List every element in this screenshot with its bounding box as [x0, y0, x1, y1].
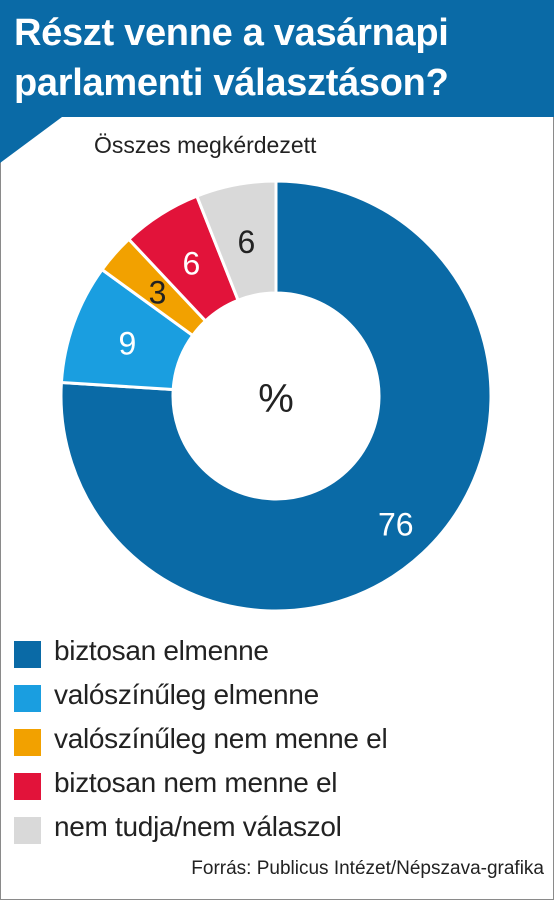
legend: biztosan elmenne valószínűleg elmenne való… [14, 632, 554, 852]
legend-swatch [14, 685, 41, 712]
chart-title-line-2: parlamenti választáson? [14, 62, 449, 104]
donut-value-label-1: 76 [378, 507, 414, 543]
chart-subtitle: Összes megkérdezett [94, 132, 317, 158]
legend-swatch [14, 729, 41, 756]
legend-label: biztosan elmenne [54, 635, 269, 666]
chart-title: Részt venne a vasárnapi parlamenti válas… [14, 8, 544, 108]
donut-value-label-5: 6 [237, 224, 255, 260]
donut-center-label: % [258, 377, 294, 421]
legend-item-3: valószínűleg nem menne el [14, 720, 554, 764]
title-banner [0, 0, 554, 117]
legend-label: valószínűleg nem menne el [54, 723, 388, 754]
legend-item-1: biztosan elmenne [14, 632, 554, 676]
donut-value-label-2: 9 [118, 325, 136, 361]
donut-value-label-3: 3 [149, 275, 167, 311]
legend-item-4: biztosan nem menne el [14, 764, 554, 808]
legend-label: valószínűleg elmenne [54, 679, 319, 710]
legend-swatch [14, 773, 41, 800]
legend-label: biztosan nem menne el [54, 767, 338, 798]
title-banner-tail [0, 117, 62, 163]
chart-title-line-1: Részt venne a vasárnapi [14, 12, 449, 54]
donut-slice-1 [59, 179, 493, 613]
donut-slice-5 [194, 179, 278, 303]
legend-item-5: nem tudja/nem válaszol [14, 808, 554, 852]
legend-swatch [14, 641, 41, 668]
donut-value-label-4: 6 [182, 246, 200, 282]
legend-item-2: valószínűleg elmenne [14, 676, 554, 720]
legend-swatch [14, 817, 41, 844]
donut-slices [59, 179, 493, 613]
source-note: Forrás: Publicus Intézet/Népszava-grafik… [191, 858, 544, 879]
legend-label: nem tudja/nem válaszol [54, 811, 342, 842]
